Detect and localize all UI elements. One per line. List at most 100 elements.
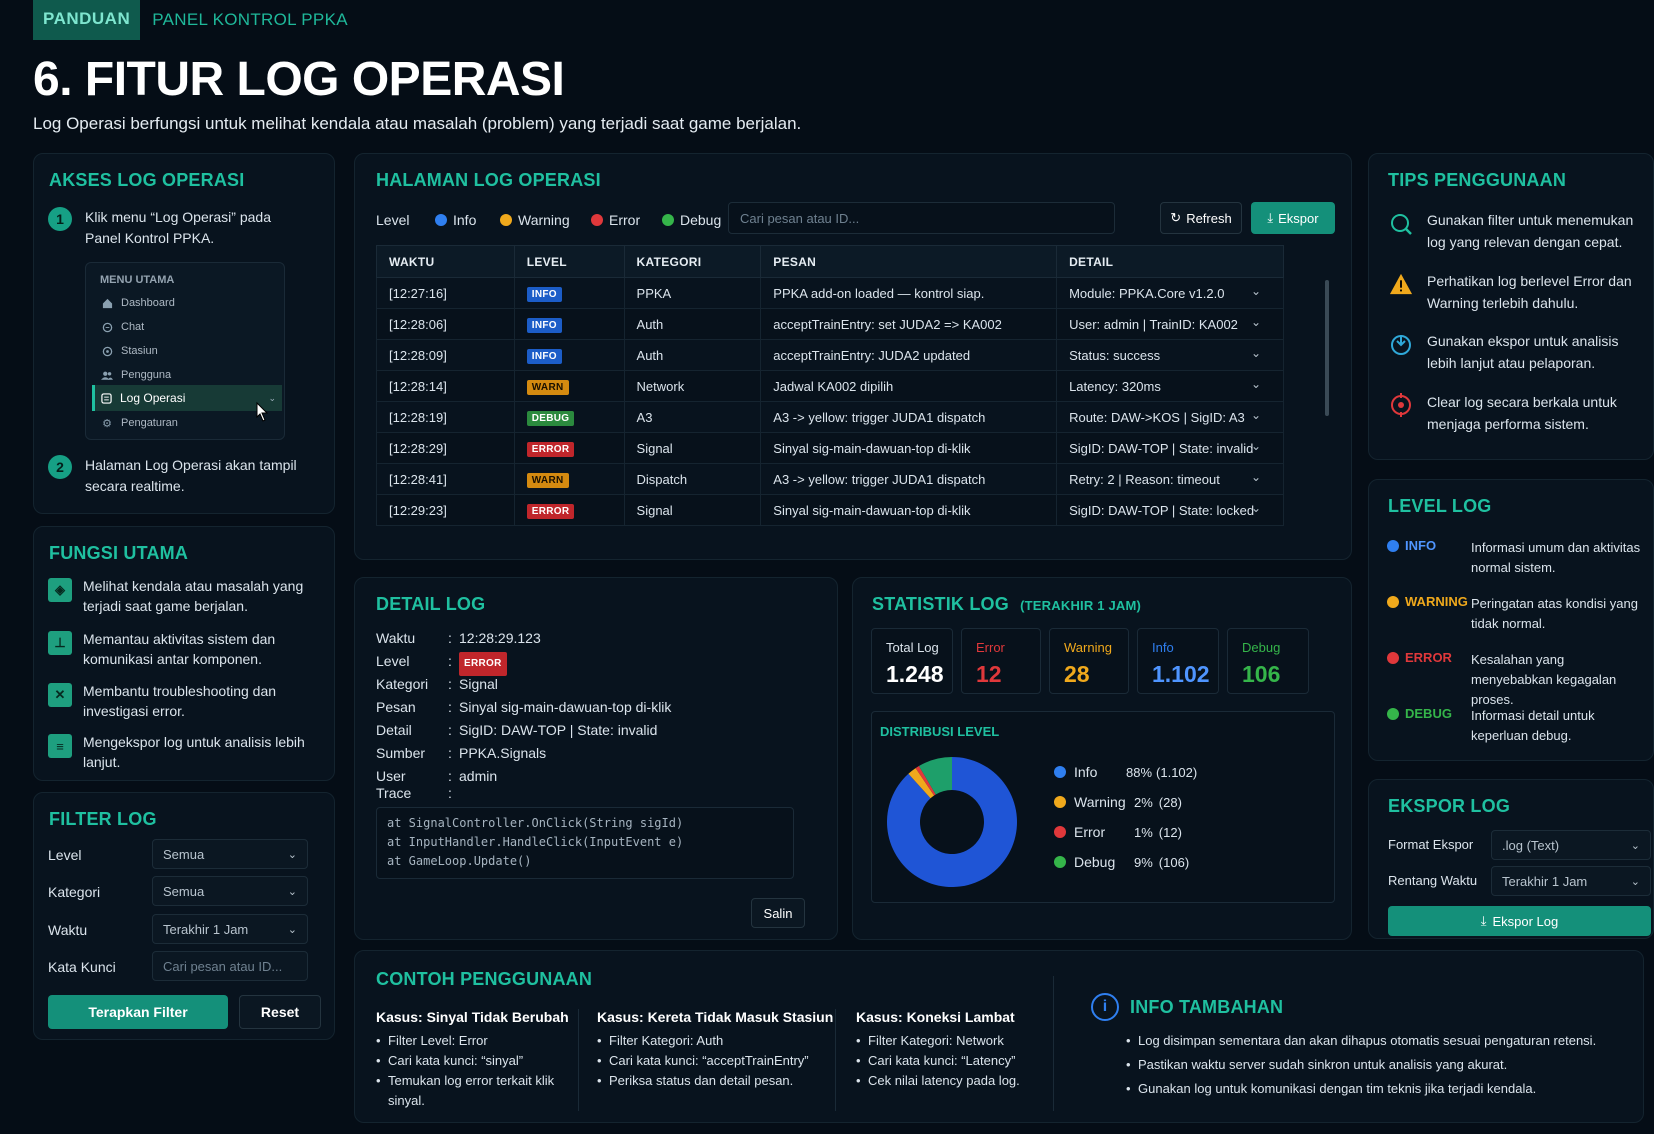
filter-waktu-select[interactable]: Terakhir 1 Jam ⌄: [152, 914, 308, 944]
tips-title: TIPS PENGGUNAAN: [1388, 170, 1567, 190]
cell-level: WARN: [513, 463, 625, 495]
filter-kata-input[interactable]: Cari pesan atau ID...: [152, 951, 308, 981]
refresh-button[interactable]: ↻ Refresh: [1160, 202, 1242, 234]
menu-item-pengguna[interactable]: Pengguna: [96, 364, 282, 386]
table-row[interactable]: [12:28:09] INFO Auth acceptTrainEntry: JUDA…: [376, 339, 1284, 371]
info-title: INFO TAMBAHAN: [1130, 997, 1284, 1017]
menu-item-pengaturan[interactable]: ⚙ Pengaturan: [96, 412, 282, 434]
apply-filter-button[interactable]: Terapkan Filter: [48, 995, 228, 1029]
chevron-down-icon[interactable]: ⌄: [1250, 315, 1261, 329]
tip-text: Gunakan filter untuk menemukan log yang …: [1427, 212, 1634, 250]
cell-pesan: Sinyal sig-main-dawuan-top di-klik: [760, 494, 1058, 526]
case-title: Kasus: Sinyal Tidak Berubah: [376, 1009, 569, 1025]
info-item: Log disimpan sementara dan akan dihapus …: [1126, 1029, 1636, 1053]
cell-level: INFO: [513, 277, 625, 309]
legend-error[interactable]: Error: [591, 212, 640, 228]
level-name: WARNING: [1387, 594, 1468, 609]
legend-debug[interactable]: Debug: [662, 212, 721, 228]
format-select[interactable]: .log (Text) ⌄: [1491, 830, 1651, 860]
menu-item-label: Chat: [121, 321, 145, 333]
level-badge: WARN: [526, 379, 569, 395]
detail-key: Kategori: [376, 676, 429, 692]
table-row[interactable]: [12:28:06] INFO Auth acceptTrainEntry: set …: [376, 308, 1284, 340]
cell-level: WARN: [513, 370, 625, 402]
dist-legend-error: Error 1% (12): [1054, 824, 1182, 840]
tips-card: TIPS PENGGUNAAN Gunakan filter untuk men…: [1368, 153, 1654, 460]
dist-count: (106): [1158, 854, 1190, 870]
copy-button[interactable]: Salin: [751, 898, 805, 928]
cell-detail: Latency: 320ms ⌄: [1056, 370, 1284, 402]
cell-waktu: [12:28:41]: [376, 463, 515, 495]
chevron-down-icon[interactable]: ⌄: [1250, 470, 1261, 484]
log-search-input[interactable]: Cari pesan atau ID...: [728, 202, 1115, 234]
detail-key: Waktu: [376, 630, 416, 646]
table-row[interactable]: [12:29:23] ERROR Signal Sinyal sig-main-daw…: [376, 494, 1284, 526]
level-badge: ERROR: [459, 652, 507, 676]
reset-button[interactable]: Reset: [239, 995, 321, 1029]
case-list: Filter Kategori: Network Cari kata kunci…: [856, 1031, 1056, 1091]
cell-level: INFO: [513, 339, 625, 371]
legend-info[interactable]: Info: [435, 212, 476, 228]
cell-waktu: [12:28:09]: [376, 339, 515, 371]
table-row[interactable]: [12:27:16] INFO PPKA PPKA add-on loaded — k…: [376, 277, 1284, 309]
chevron-down-icon[interactable]: ⌄: [1250, 284, 1261, 298]
level-name: DEBUG: [1387, 706, 1452, 721]
detail-value: 12:28:29.123: [459, 630, 541, 646]
menu-item-label: Stasiun: [121, 345, 158, 357]
export-log-button[interactable]: ⤓ Ekspor Log: [1388, 906, 1651, 936]
export-button[interactable]: ⤓ Ekspor: [1251, 202, 1335, 234]
col-kategori: KATEGORI: [623, 245, 762, 278]
download-icon: ⤓: [1480, 913, 1487, 928]
chevron-down-icon[interactable]: ⌄: [1250, 408, 1261, 422]
filter-kategori-select[interactable]: Semua ⌄: [152, 876, 308, 906]
trace-line: at InputHandler.HandleClick(InputEvent e…: [387, 835, 684, 849]
select-value: .log (Text): [1502, 837, 1560, 853]
menu-title: MENU UTAMA: [100, 274, 175, 286]
rentang-label: Rentang Waktu: [1388, 873, 1478, 888]
case-list: Filter Level: Error Cari kata kunci: “si…: [376, 1031, 566, 1111]
select-value: Terakhir 1 Jam: [1502, 873, 1588, 889]
chat-icon: [101, 321, 113, 333]
error-dot: [1054, 826, 1066, 838]
detail-level: Level: ERROR: [376, 651, 507, 676]
stack-trace[interactable]: at SignalController.OnClick(String sigId…: [376, 807, 794, 879]
cell-kategori: PPKA: [623, 277, 762, 309]
fungsi-item: ✕ Membantu troubleshooting dan investiga…: [48, 681, 308, 723]
menu-item-log-operasi[interactable]: Log Operasi ⌄: [92, 385, 282, 411]
table-row[interactable]: [12:28:29] ERROR Signal Sinyal sig-main-daw…: [376, 432, 1284, 464]
menu-item-label: Pengaturan: [121, 417, 178, 429]
menu-item-chat[interactable]: Chat: [96, 316, 282, 338]
legend-warning[interactable]: Warning: [500, 212, 570, 228]
detail-text: Status: success: [1069, 347, 1161, 363]
col-waktu: WAKTU: [376, 245, 515, 278]
chevron-down-icon[interactable]: ⌄: [1250, 501, 1261, 515]
detail-text: SigID: DAW-TOP | State: locked: [1069, 502, 1255, 518]
table-scrollbar[interactable]: [1325, 280, 1329, 416]
level-desc: Informasi umum dan aktivitas normal sist…: [1471, 540, 1641, 575]
dist-count: (1.102): [1156, 764, 1198, 780]
filter-level-select[interactable]: Semua ⌄: [152, 839, 308, 869]
rentang-select[interactable]: Terakhir 1 Jam ⌄: [1491, 866, 1651, 896]
cell-waktu: [12:29:23]: [376, 494, 515, 526]
warning-dot: [1054, 796, 1066, 808]
stat-card: Info 1.102: [1137, 628, 1219, 694]
cell-kategori: Dispatch: [623, 463, 762, 495]
cell-level: INFO: [513, 308, 625, 340]
donut-slice-debug: [918, 757, 952, 795]
table-row[interactable]: [12:28:19] DEBUG A3 A3 -> yellow: trigger J…: [376, 401, 1284, 433]
detail-sep: :: [448, 699, 452, 715]
log-table: WAKTU LEVEL KATEGORI PESAN DETAIL [12:27…: [376, 245, 1284, 526]
chevron-down-icon[interactable]: ⌄: [1250, 377, 1261, 391]
chevron-down-icon[interactable]: ⌄: [1250, 439, 1261, 453]
menu-item-dashboard[interactable]: Dashboard: [96, 292, 282, 314]
table-row[interactable]: [12:28:41] WARN Dispatch A3 -> yellow: trig…: [376, 463, 1284, 495]
export-icon: [1389, 332, 1413, 356]
chevron-down-icon[interactable]: ⌄: [1250, 346, 1261, 360]
cell-detail: SigID: DAW-TOP | State: invalid ⌄: [1056, 432, 1284, 464]
col-detail: DETAIL: [1056, 245, 1284, 278]
table-row[interactable]: [12:28:14] WARN Network Jadwal KA002 dipili…: [376, 370, 1284, 402]
level-badge: WARN: [526, 472, 569, 488]
menu-item-stasiun[interactable]: Stasiun: [96, 340, 282, 362]
detail-value: Signal: [459, 676, 498, 692]
case-item: Cari kata kunci: “acceptTrainEntry”: [597, 1051, 837, 1071]
